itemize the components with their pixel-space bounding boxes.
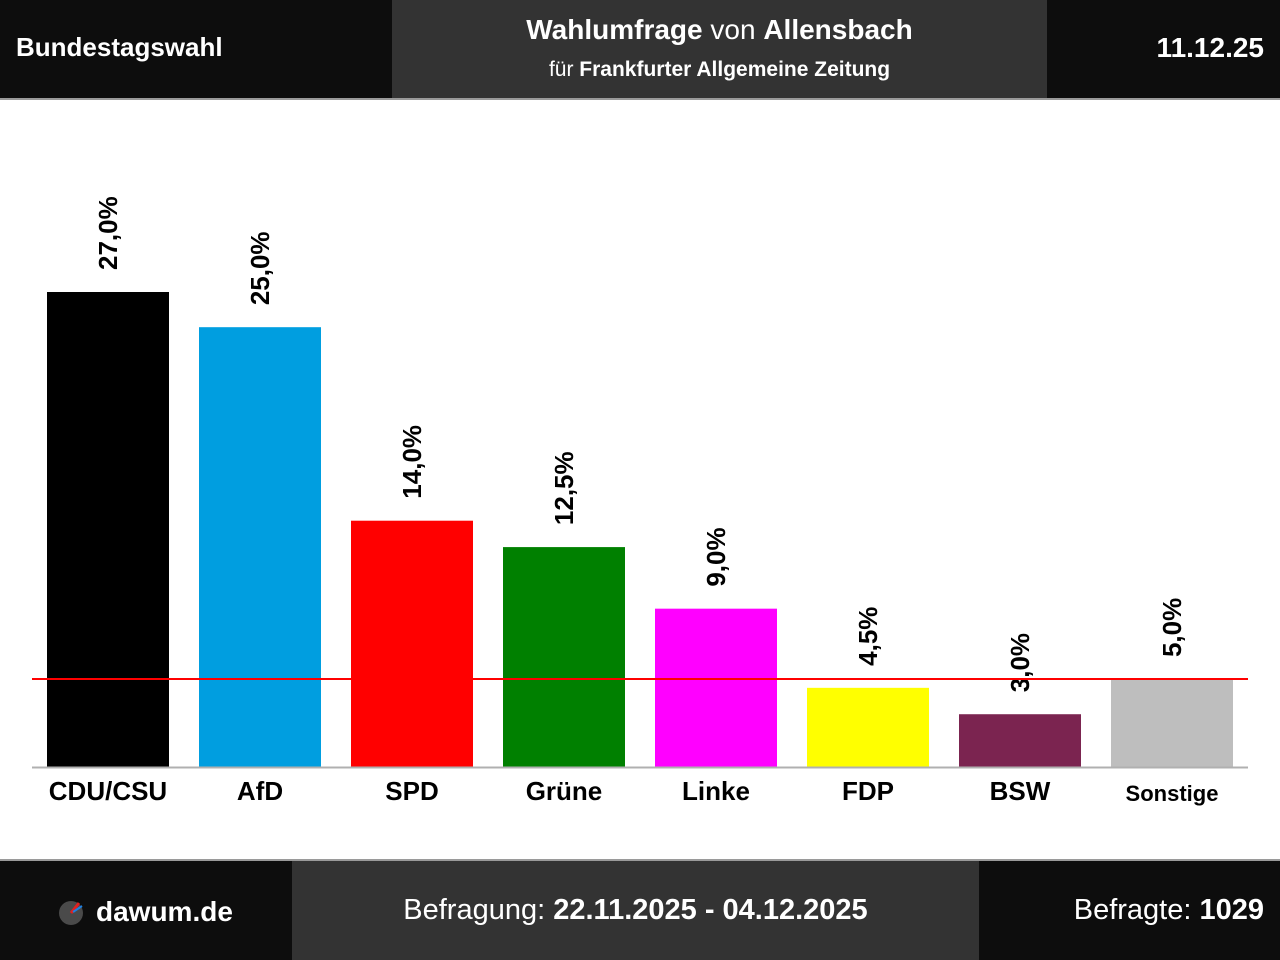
category-label-1: AfD bbox=[237, 776, 283, 806]
value-label-5: 4,5% bbox=[853, 607, 883, 666]
footer-center-panel bbox=[292, 861, 979, 960]
category-label-3: Grüne bbox=[526, 776, 603, 806]
period-value: 22.11.2025 - 04.12.2025 bbox=[553, 894, 868, 926]
dawum-logo-icon bbox=[59, 901, 83, 925]
brand-link[interactable]: dawum.de bbox=[58, 896, 233, 928]
header-right-panel bbox=[1047, 0, 1280, 98]
bar-0 bbox=[47, 292, 169, 767]
title-main: Wahlumfrage bbox=[526, 14, 703, 45]
poll-subtitle: für Frankfurter Allgemeine Zeitung bbox=[392, 58, 1047, 82]
value-label-4: 9,0% bbox=[701, 527, 731, 586]
publication-date: 11.12.25 bbox=[1156, 32, 1264, 63]
survey-period: Befragung: 22.11.2025 - 04.12.2025 bbox=[292, 894, 979, 927]
bar-3 bbox=[503, 547, 625, 767]
subtitle-prefix: für bbox=[548, 58, 574, 81]
institute-name: Allensbach bbox=[763, 14, 913, 45]
bar-5 bbox=[807, 687, 929, 767]
bar-6 bbox=[959, 714, 1081, 767]
footer-divider bbox=[0, 859, 1280, 861]
footer-right-panel bbox=[979, 861, 1280, 960]
value-label-3: 12,5% bbox=[549, 451, 579, 525]
value-label-2: 14,0% bbox=[397, 425, 427, 499]
header-bar: Bundestagswahl Wahlumfrage von Allensbac… bbox=[0, 0, 1280, 100]
header-divider bbox=[0, 98, 1280, 100]
footer-left-panel bbox=[0, 861, 292, 960]
category-label-4: Linke bbox=[682, 776, 750, 806]
value-label-6: 3,0% bbox=[1005, 633, 1035, 692]
header-center-panel bbox=[392, 0, 1047, 98]
period-label: Befragung: bbox=[403, 894, 546, 926]
bar-4 bbox=[655, 608, 777, 767]
header-left-panel bbox=[0, 0, 392, 98]
poll-title: Wahlumfrage von Allensbach bbox=[392, 14, 1047, 46]
category-label-6: BSW bbox=[990, 776, 1051, 806]
value-label-1: 25,0% bbox=[245, 231, 275, 305]
bar-1 bbox=[199, 327, 321, 767]
respondents-label: Befragte: bbox=[1073, 894, 1192, 926]
respondents: Befragte: 1029 bbox=[1074, 894, 1264, 927]
category-label-0: CDU/CSU bbox=[49, 776, 167, 806]
respondents-value: 1029 bbox=[1199, 894, 1264, 926]
category-label-2: SPD bbox=[385, 776, 438, 806]
bar-2 bbox=[351, 520, 473, 767]
election-type: Bundestagswahl bbox=[16, 32, 223, 62]
bar-7 bbox=[1111, 679, 1233, 767]
value-label-0: 27,0% bbox=[93, 196, 123, 270]
category-label-5: FDP bbox=[842, 776, 894, 806]
value-label-7: 5,0% bbox=[1157, 598, 1187, 657]
bar-chart: 27,0% CDU/CSU 25,0% AfD 14,0% SPD 12,5% Grüne 9,… bbox=[32, 196, 1248, 806]
client-name: Frankfurter Allgemeine Zeitung bbox=[579, 58, 891, 81]
brand-name: dawum.de bbox=[96, 896, 233, 927]
category-label-7: Sonstige bbox=[1126, 781, 1219, 806]
title-connector: von bbox=[710, 14, 756, 45]
